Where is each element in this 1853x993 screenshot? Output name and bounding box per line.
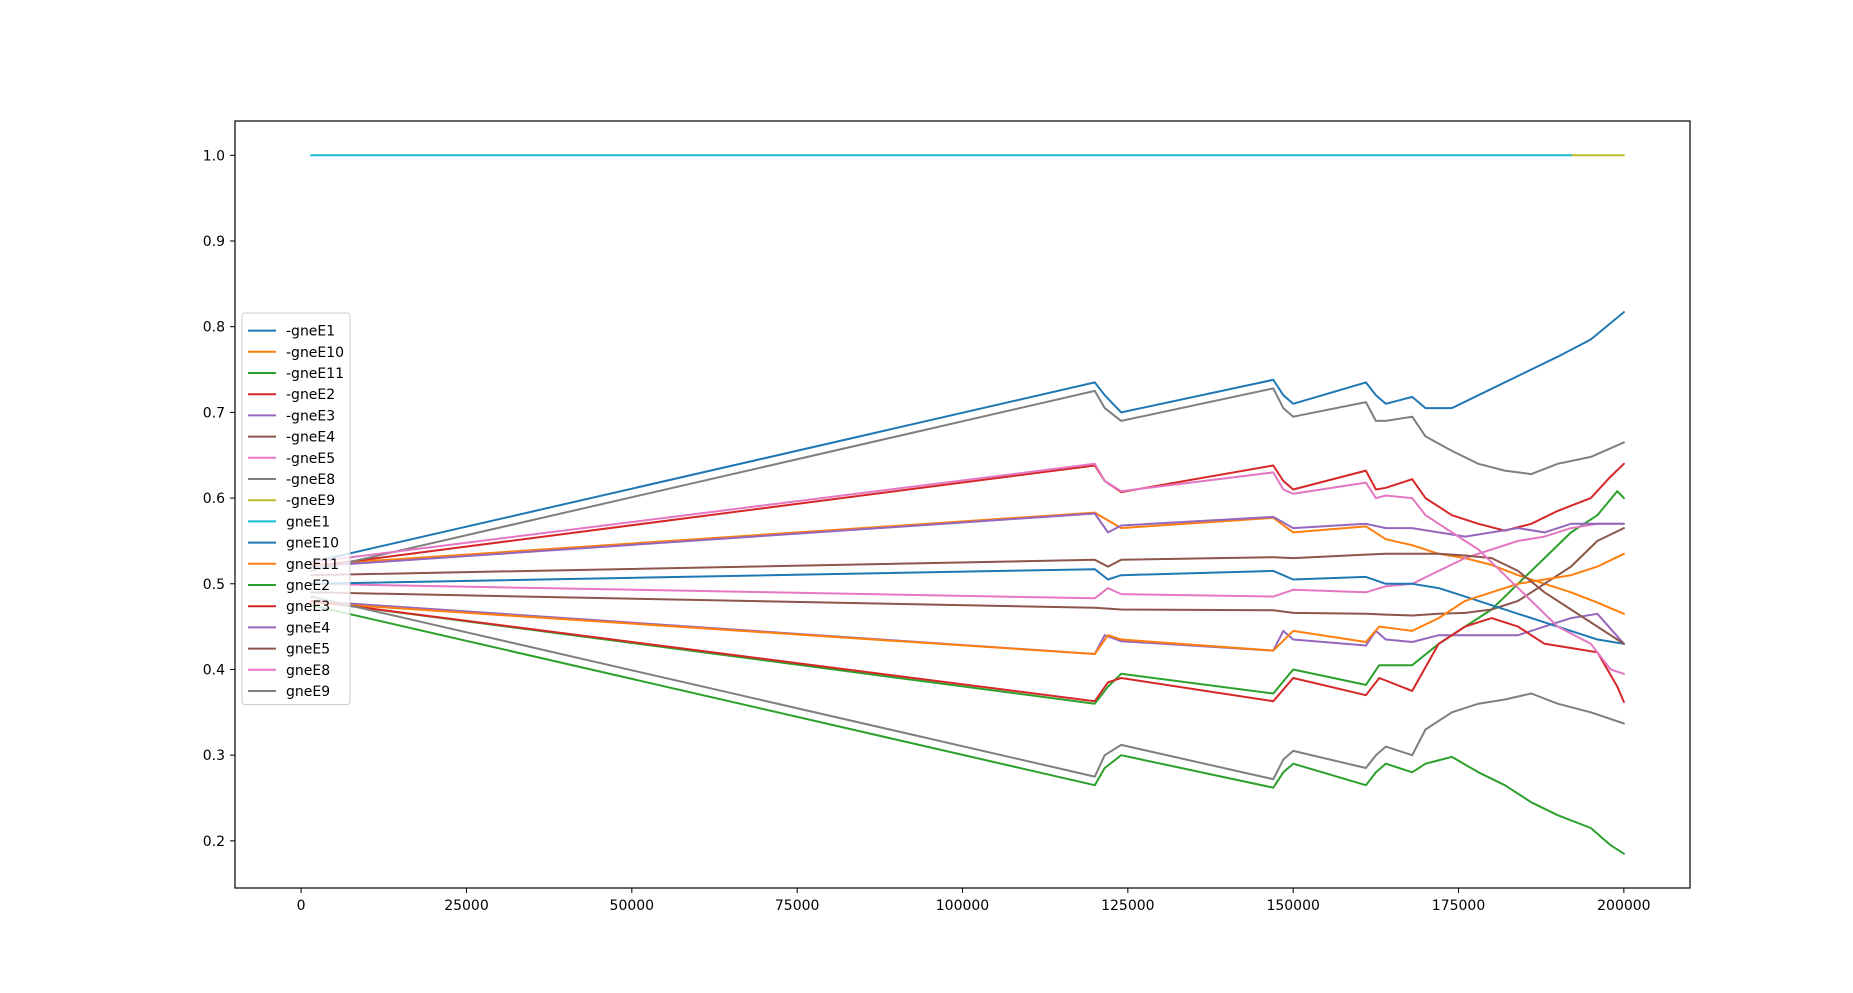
legend-label: gneE1 [286, 514, 330, 530]
x-tick-label: 0 [297, 898, 306, 914]
legend-label: gneE2 [286, 578, 330, 594]
x-axis: 0 25000 50000 75000 100000 125000 150000 175000… [297, 888, 1651, 914]
x-tick-label: 150000 [1266, 898, 1319, 914]
y-tick-label: 0.4 [203, 662, 225, 678]
legend-label: -gneE5 [286, 451, 335, 467]
series-line-gneE9 [310, 595, 1625, 781]
y-tick-label: 0.8 [203, 320, 225, 336]
series-line-neg-gneE10 [310, 511, 1625, 615]
series-line-neg-gneE8 [310, 387, 1625, 572]
series-line-gneE8 [310, 462, 1625, 675]
legend-label: -gneE8 [286, 472, 335, 488]
legend-label: gneE5 [286, 642, 330, 658]
x-tick-label: 50000 [610, 898, 655, 914]
y-tick-label: 0.6 [203, 491, 225, 507]
series-line-neg-gneE3 [310, 599, 1625, 655]
series-line-gneE5 [310, 552, 1625, 645]
x-tick-label: 175000 [1432, 898, 1485, 914]
series-line-gneE2 [310, 604, 1625, 855]
y-tick-label: 0.9 [203, 234, 225, 250]
legend-label: gneE4 [286, 620, 330, 636]
series-line-neg-gneE1 [310, 311, 1625, 564]
legend-label: gneE8 [286, 663, 330, 679]
y-tick-label: 0.5 [203, 577, 225, 593]
series-line-neg-gneE4 [310, 527, 1625, 617]
legend-label: -gneE1 [286, 324, 335, 340]
series-line-gneE11 [310, 552, 1625, 655]
x-tick-label: 125000 [1101, 898, 1154, 914]
legend-label: -gneE2 [286, 387, 335, 403]
x-tick-label: 75000 [775, 898, 820, 914]
legend-label: -gneE9 [286, 493, 335, 509]
legend-label: -gneE11 [286, 366, 344, 382]
legend-label: -gneE3 [286, 408, 335, 424]
legend-label: -gneE4 [286, 430, 335, 446]
legend-label: gneE10 [286, 536, 339, 552]
legend-label: gneE11 [286, 557, 339, 573]
legend-label: gneE9 [286, 684, 330, 700]
series-line-gneE10 [310, 568, 1625, 645]
y-axis: 0.2 0.3 0.4 0.5 0.6 0.7 0.8 0.9 1.0 [203, 148, 235, 850]
y-tick-label: 1.0 [203, 148, 225, 164]
x-tick-label: 25000 [444, 898, 489, 914]
series-line-gneE3 [310, 599, 1625, 703]
x-tick-label: 200000 [1597, 898, 1650, 914]
series-line-neg-gneE11 [310, 490, 1625, 705]
series-group [310, 154, 1625, 855]
y-tick-label: 0.2 [203, 834, 225, 850]
legend-label: gneE3 [286, 599, 330, 615]
legend: -gneE1 -gneE10 -gneE11 -gneE2 -gneE3 -gneE4 -g… [241, 312, 351, 706]
y-tick-label: 0.7 [203, 405, 225, 421]
legend-label: -gneE10 [286, 345, 344, 361]
plot-area [310, 154, 1625, 855]
series-line-gneE4 [310, 512, 1625, 568]
x-tick-label: 100000 [936, 898, 989, 914]
y-tick-label: 0.3 [203, 748, 225, 764]
